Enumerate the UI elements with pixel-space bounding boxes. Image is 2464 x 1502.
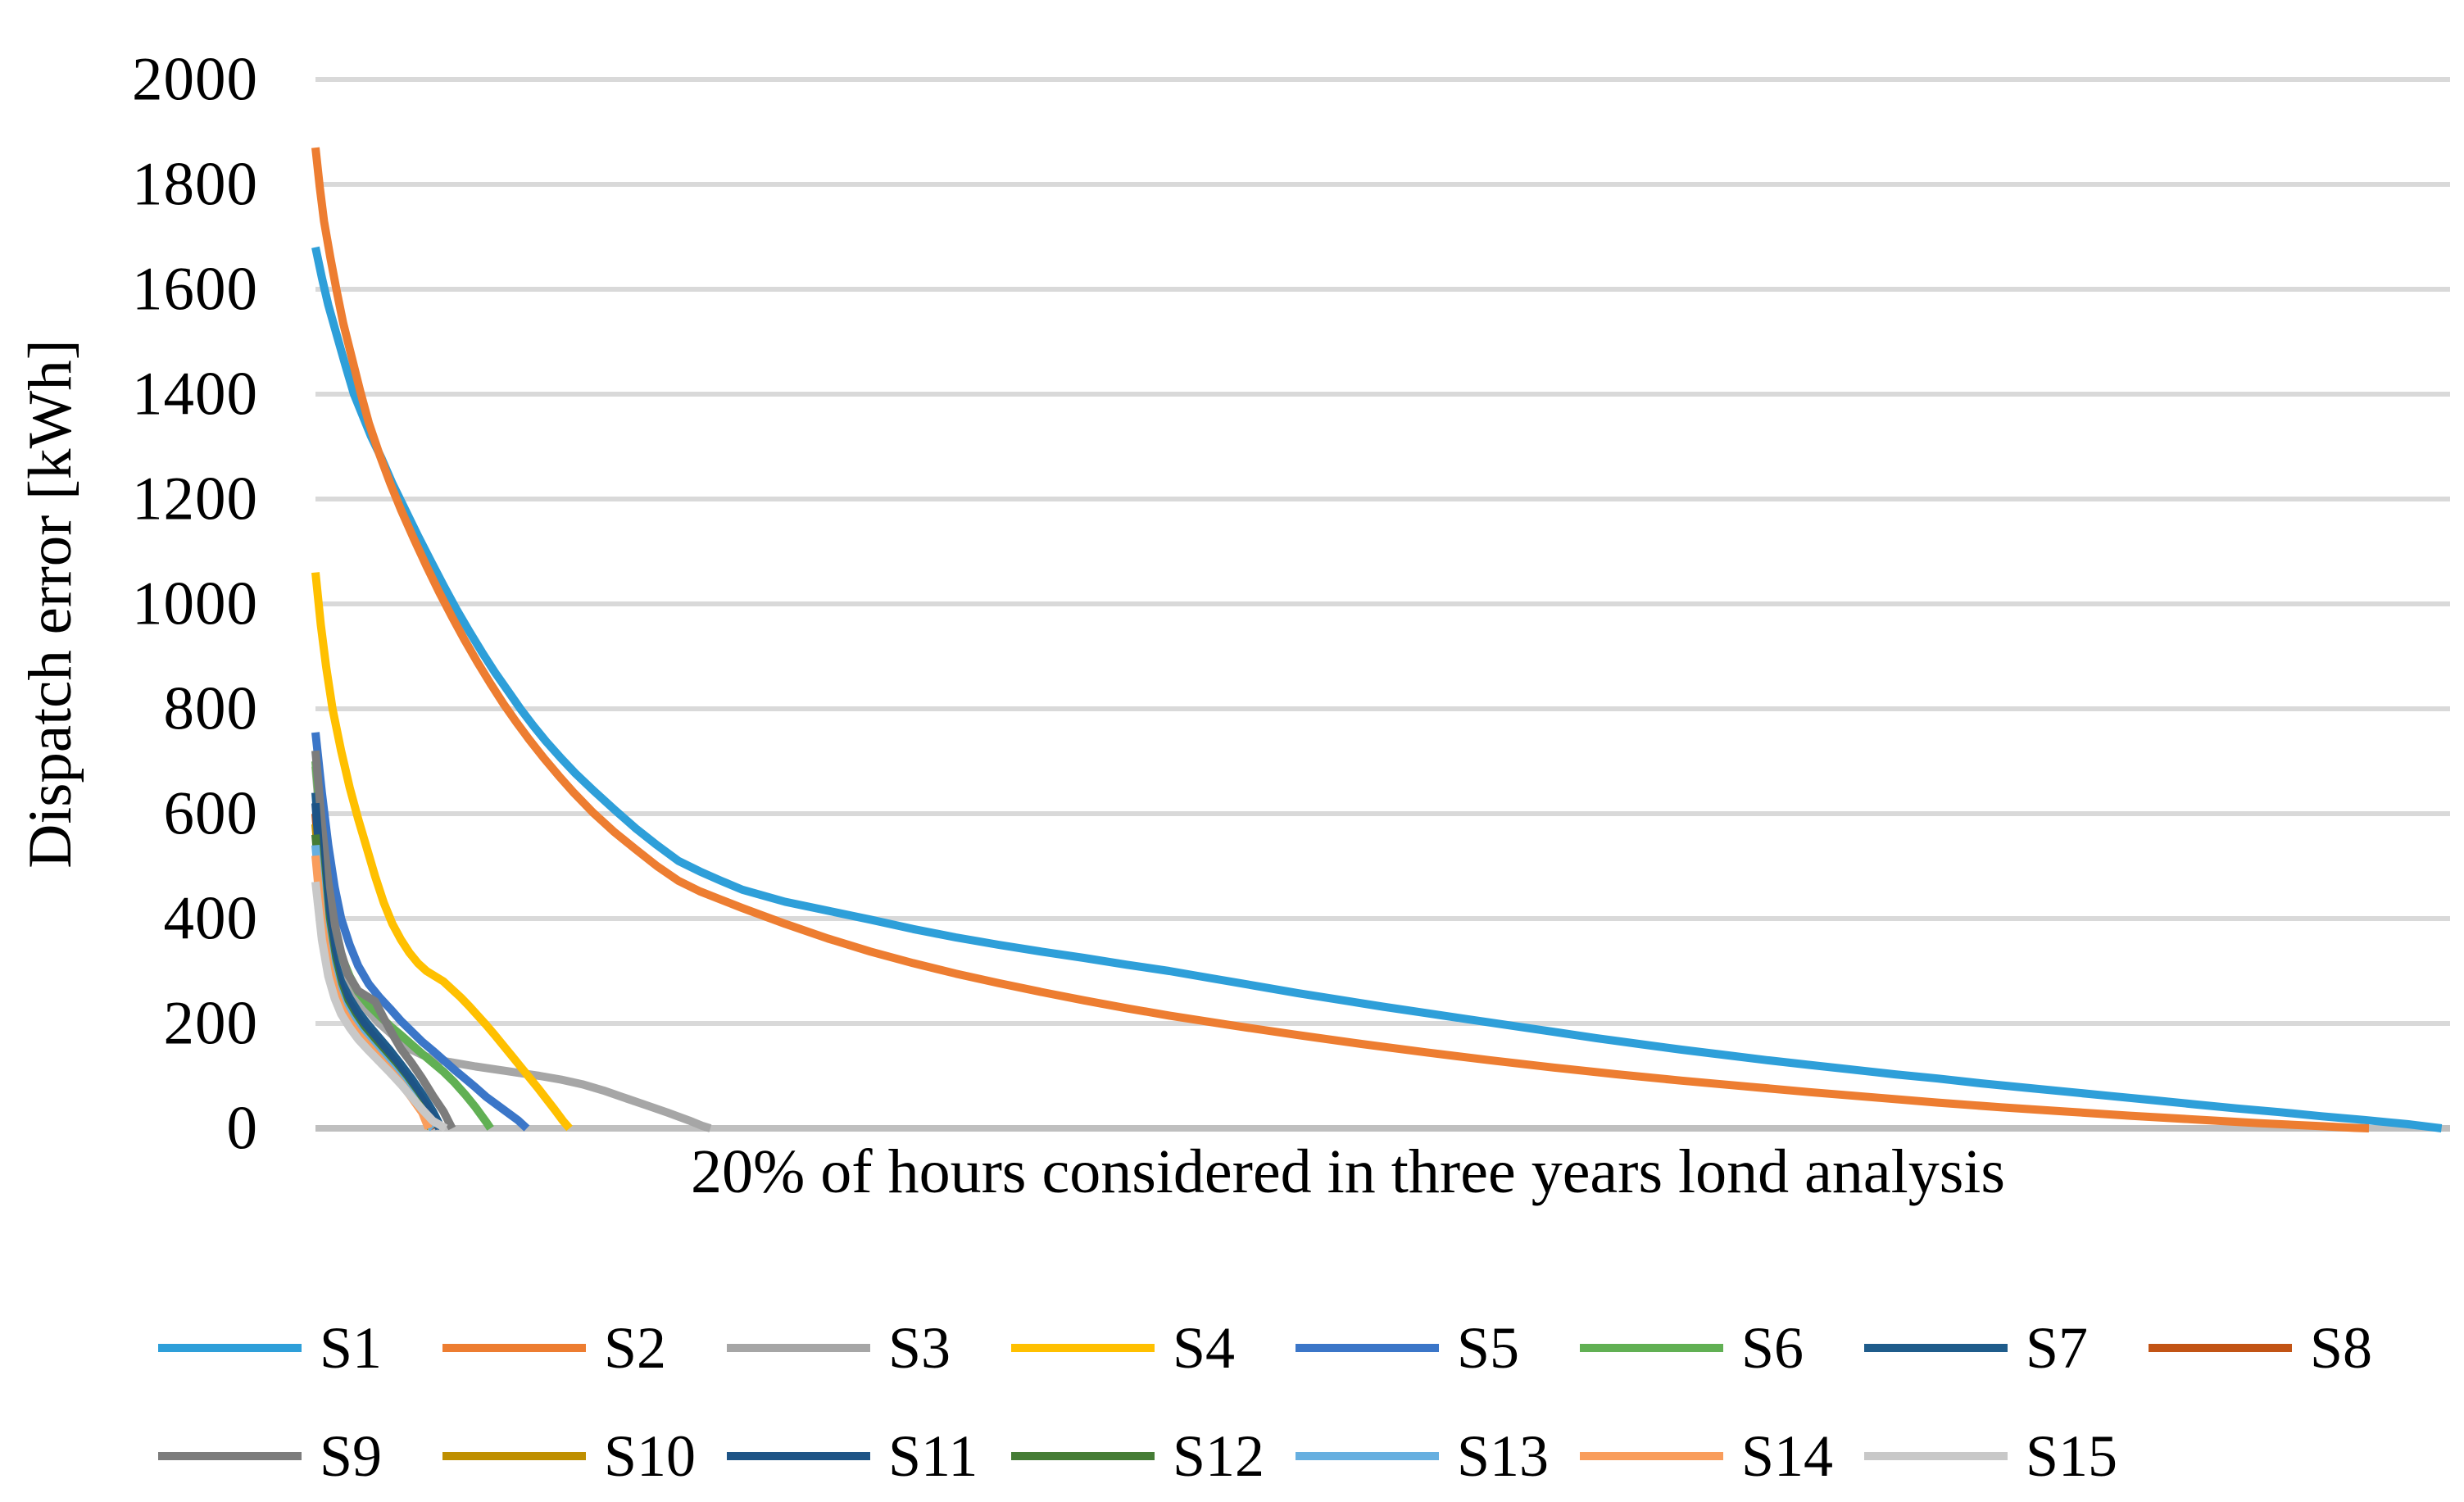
legend-item-s13: S13 [1296, 1411, 1549, 1501]
legend-label-s10: S10 [604, 1423, 697, 1489]
legend-row-2: S9 S10 S11 S12 S13 S14 S15 [0, 1411, 2464, 1501]
legend-swatch-s2 [442, 1344, 586, 1352]
legend-label-s6: S6 [1741, 1315, 1804, 1381]
legend-label-s13: S13 [1457, 1423, 1550, 1489]
series-line-s2 [311, 147, 2370, 1132]
legend-swatch-s7 [1864, 1344, 2008, 1352]
legend-label-s9: S9 [320, 1423, 383, 1489]
legend-swatch-s1 [158, 1344, 302, 1352]
legend-item-s10: S10 [442, 1411, 696, 1501]
legend-label-s14: S14 [1741, 1423, 1834, 1489]
legend-swatch-s8 [2149, 1344, 2292, 1352]
legend-label-s7: S7 [2026, 1315, 2089, 1381]
legend-swatch-s12 [1011, 1452, 1155, 1460]
legend-label-s3: S3 [888, 1315, 951, 1381]
legend-swatch-s3 [727, 1344, 870, 1352]
series-line-s5 [311, 732, 530, 1132]
y-tick-label-0: 0 [226, 1094, 258, 1163]
legend-row-1: S1 S2 S3 S4 S5 S6 S7 S8 [0, 1303, 2464, 1393]
legend-item-s6: S6 [1580, 1303, 1804, 1393]
legend-swatch-s11 [727, 1452, 870, 1460]
y-tick-label-200: 200 [163, 989, 258, 1058]
legend-swatch-s14 [1580, 1452, 1723, 1460]
y-tick-label-1800: 1800 [132, 150, 258, 219]
legend-label-s1: S1 [320, 1315, 383, 1381]
legend-item-s14: S14 [1580, 1411, 1833, 1501]
legend-item-s7: S7 [1864, 1303, 2088, 1393]
y-tick-label-1600: 1600 [132, 255, 258, 324]
legend-item-s2: S2 [442, 1303, 666, 1393]
series-line-s9 [311, 750, 456, 1131]
legend-item-s12: S12 [1011, 1411, 1264, 1501]
y-tick-label-800: 800 [163, 674, 258, 743]
legend-swatch-s10 [442, 1452, 586, 1460]
legend-label-s2: S2 [604, 1315, 667, 1381]
x-axis-title: 20% of hours considered in three years l… [690, 1137, 2005, 1206]
legend-label-s5: S5 [1457, 1315, 1520, 1381]
legend-label-s11: S11 [888, 1423, 978, 1489]
legend-item-s3: S3 [727, 1303, 951, 1393]
legend-swatch-s4 [1011, 1344, 1155, 1352]
y-tick-label-1200: 1200 [132, 465, 258, 533]
legend-item-s4: S4 [1011, 1303, 1235, 1393]
y-tick-label-1400: 1400 [132, 360, 258, 429]
legend-label-s8: S8 [2310, 1315, 2373, 1381]
legend-swatch-s15 [1864, 1452, 2008, 1460]
series-line-s1 [311, 246, 2443, 1132]
series-line-s3 [311, 765, 712, 1132]
y-tick-label-600: 600 [163, 779, 258, 848]
legend-swatch-s13 [1296, 1452, 1439, 1460]
legend-label-s4: S4 [1173, 1315, 1236, 1381]
legend-item-s11: S11 [727, 1411, 978, 1501]
y-tick-label-400: 400 [163, 884, 258, 953]
legend-item-s5: S5 [1296, 1303, 1519, 1393]
legend-label-s12: S12 [1173, 1423, 1265, 1489]
series-lines [311, 147, 2443, 1132]
y-tick-label-1000: 1000 [132, 569, 258, 638]
legend-item-s15: S15 [1864, 1411, 2117, 1501]
legend-item-s8: S8 [2149, 1303, 2372, 1393]
legend-swatch-s9 [158, 1452, 302, 1460]
legend-item-s9: S9 [158, 1411, 382, 1501]
legend-swatch-s6 [1580, 1344, 1723, 1352]
legend-item-s1: S1 [158, 1303, 382, 1393]
series-line-s15 [311, 881, 448, 1132]
legend-swatch-s5 [1296, 1344, 1439, 1352]
y-tick-label-2000: 2000 [132, 45, 258, 114]
gridlines [315, 77, 2450, 1132]
legend-label-s15: S15 [2026, 1423, 2118, 1489]
series-line-s4 [311, 572, 573, 1132]
